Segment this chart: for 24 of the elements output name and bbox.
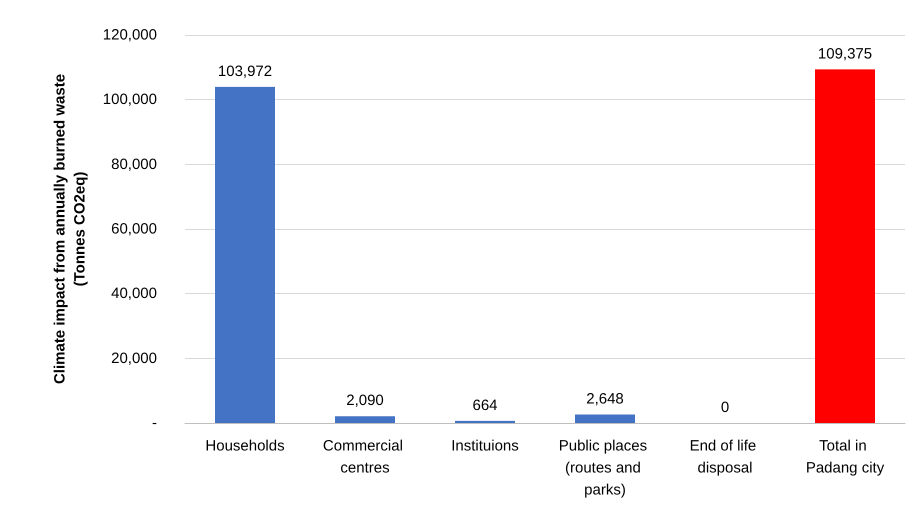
y-tick-label: 40,000 — [111, 285, 157, 302]
y-tick-label: 20,000 — [111, 350, 157, 367]
x-tick-label: End of life disposal — [690, 438, 760, 476]
x-tick-label: Instituions — [451, 438, 519, 454]
bar — [575, 414, 635, 423]
bar — [815, 69, 875, 423]
data-label: 2,648 — [586, 390, 624, 408]
data-label: 109,375 — [818, 45, 872, 62]
y-tick-label: 120,000 — [102, 26, 157, 44]
x-tick-label: Households — [205, 438, 285, 454]
x-tick-label: Total in Padang city — [806, 438, 885, 476]
y-tick-label: 100,000 — [102, 91, 157, 108]
bar — [215, 86, 275, 423]
data-label: 2,090 — [346, 392, 384, 410]
y-tick-label: 60,000 — [111, 220, 157, 238]
data-label: 664 — [472, 396, 498, 414]
data-label: 103,972 — [218, 62, 272, 80]
x-tick-label: Public places (routes and parks) — [558, 438, 652, 498]
y-tick-label: 80,000 — [111, 156, 157, 173]
data-label: 0 — [720, 399, 730, 416]
bar — [335, 416, 395, 423]
y-tick-label: - — [152, 414, 157, 432]
y-axis-title: Climate impact from annually burned waste (Tonnes CO2eq) — [52, 74, 88, 384]
x-tick-label: Commercial centres — [322, 438, 408, 476]
